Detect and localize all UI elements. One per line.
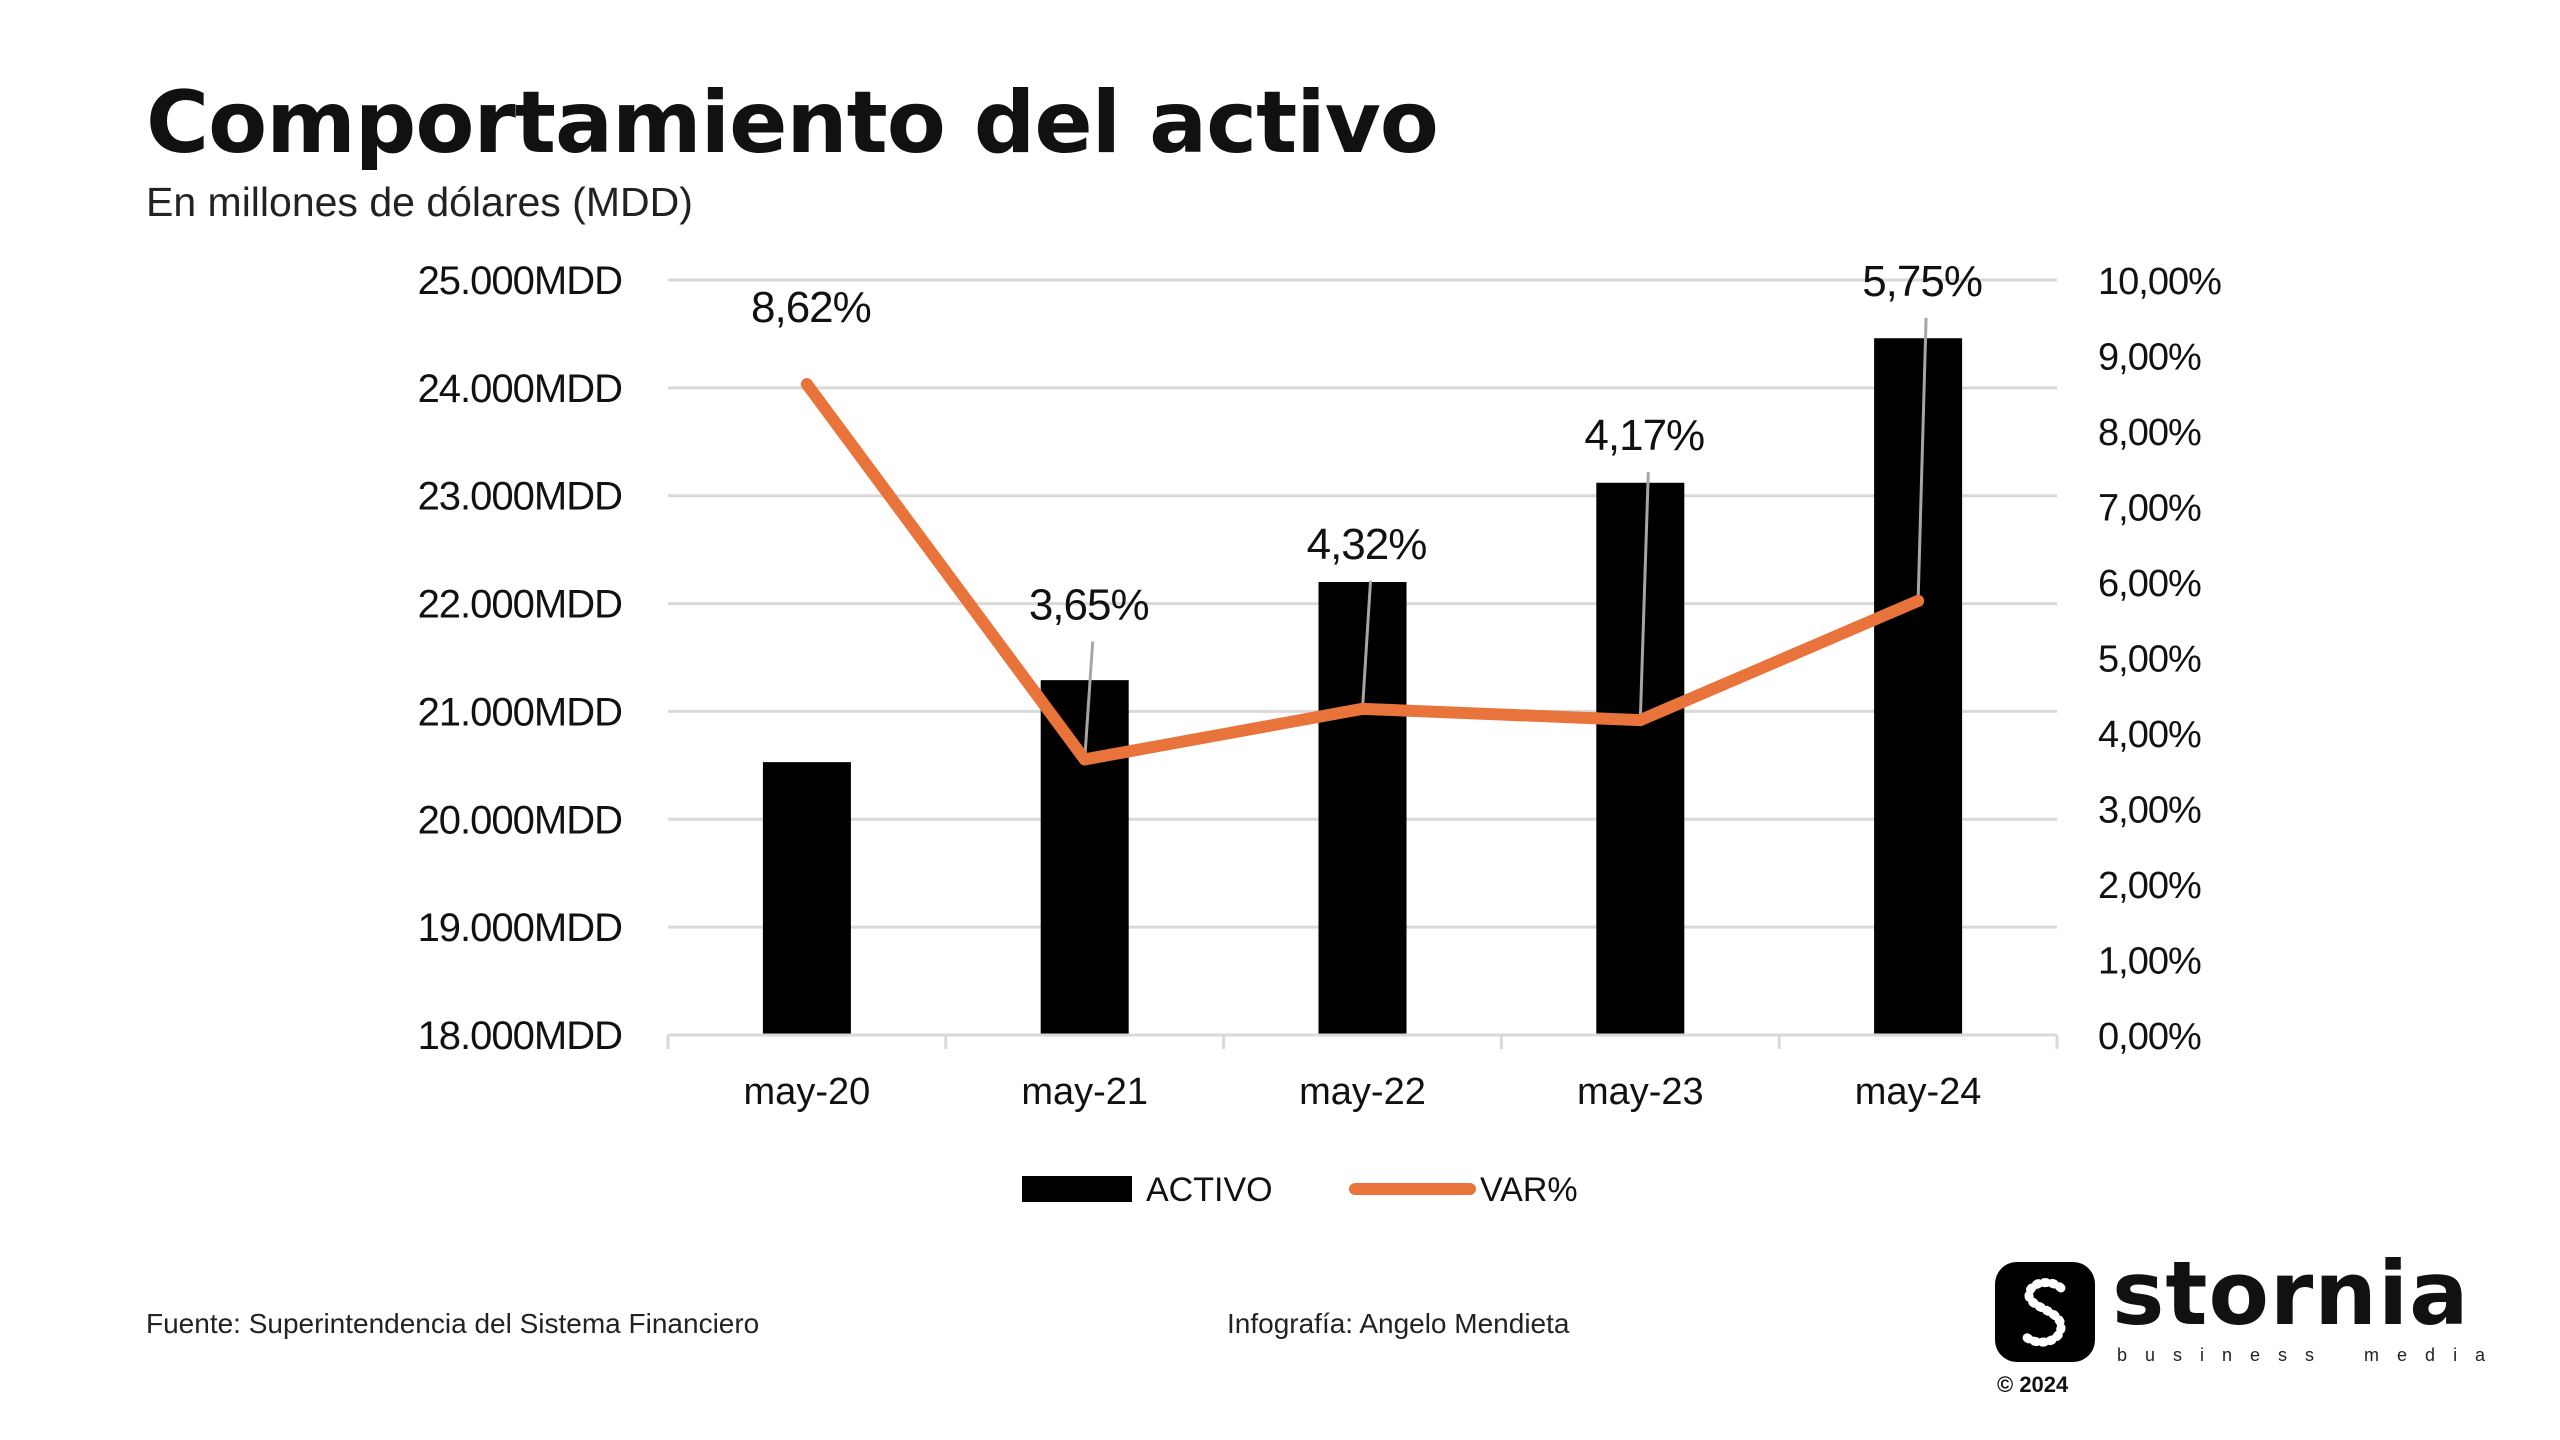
line-series-var — [800, 378, 1925, 766]
data-label-var: 4,17% — [1584, 411, 1704, 460]
data-label-var: 3,65% — [1029, 580, 1149, 629]
left-axis-tick-label: 23.000MDD — [418, 475, 622, 519]
page-subtitle: En millones de dólares (MDD) — [146, 179, 693, 225]
credit-note: Infografía: Angelo Mendieta — [1227, 1308, 1570, 1339]
data-labels: 8,62% 3,65% 4,32% 4,17% 5,75% — [751, 257, 1983, 630]
bar-activo — [1318, 582, 1407, 1035]
left-axis-tick-label: 24.000MDD — [418, 367, 622, 411]
data-label-var: 5,75% — [1862, 257, 1982, 306]
legend-label-activo: ACTIVO — [1146, 1171, 1273, 1209]
right-axis-tick-label: 4,00% — [2098, 714, 2201, 756]
stornia-logo: stornia business media © 2024 — [1995, 1250, 2485, 1402]
stornia-logo-mark-icon — [1995, 1262, 2095, 1362]
right-axis-tick-label: 7,00% — [2098, 488, 2201, 530]
right-axis-tick-label: 6,00% — [2098, 563, 2201, 605]
legend-swatch-activo — [1022, 1176, 1132, 1202]
brand-tagline-1: business — [2117, 1345, 2333, 1365]
label-leader-line — [1638, 472, 1650, 721]
data-label-var: 4,32% — [1307, 520, 1427, 569]
bar-activo — [1040, 680, 1129, 1035]
line-point-var — [1912, 594, 1925, 607]
data-label-var: 8,62% — [751, 283, 871, 332]
bar-activo — [762, 762, 851, 1035]
x-axis-tick-label: may-20 — [744, 1071, 871, 1113]
line-point-var — [1078, 753, 1091, 766]
right-axis-tick-label: 2,00% — [2098, 865, 2201, 907]
label-leader-line — [1916, 317, 1928, 601]
source-note: Fuente: Superintendencia del Sistema Fin… — [146, 1308, 760, 1339]
right-axis-tick-label: 9,00% — [2098, 337, 2201, 379]
left-axis-tick-label: 19.000MDD — [418, 906, 622, 950]
bar-series-activo — [762, 338, 1963, 1035]
left-axis-tick-label: 18.000MDD — [418, 1014, 622, 1058]
line-point-var — [1634, 714, 1647, 727]
right-axis-tick-label: 8,00% — [2098, 412, 2201, 454]
right-axis-tick-label: 1,00% — [2098, 941, 2201, 983]
x-axis-tick-label: may-24 — [1855, 1071, 1982, 1113]
right-axis-tick-label: 10,00% — [2098, 261, 2221, 303]
line-point-var — [800, 378, 813, 391]
x-axis-tick-label: may-23 — [1577, 1071, 1704, 1113]
bar-activo — [1596, 482, 1685, 1035]
label-leader-line — [1361, 580, 1372, 709]
left-axis-ticks: 18.000MDD 19.000MDD 20.000MDD 21.000MDD 22.0… — [418, 259, 623, 1058]
left-axis-tick-label: 20.000MDD — [418, 798, 622, 842]
right-axis-tick-label: 5,00% — [2098, 639, 2201, 681]
brand-tagline-2: media — [2364, 1345, 2504, 1365]
line-point-var — [1356, 702, 1369, 715]
legend-label-var: VAR% — [1480, 1171, 1578, 1209]
brand-name: stornia — [2112, 1242, 2470, 1345]
left-axis-tick-label: 25.000MDD — [418, 259, 622, 303]
page-title: Comportamiento del activo — [146, 73, 1439, 173]
brand-tagline: business media — [2117, 1346, 2503, 1364]
legend: ACTIVO VAR% — [1022, 1171, 1578, 1209]
label-leader-line — [1083, 641, 1095, 760]
right-axis-ticks: 0,00% 1,00% 2,00% 3,00% 4,00% 5,00% 6,00% 7,00%… — [2098, 261, 2222, 1058]
bar-activo — [1874, 338, 1963, 1035]
label-leader-lines — [1083, 317, 1928, 760]
x-axis-tick-label: may-22 — [1299, 1071, 1426, 1113]
right-axis-tick-label: 0,00% — [2098, 1016, 2201, 1058]
x-axis: may-20 may-21 may-22 may-23 may-24 — [666, 1033, 2059, 1113]
copyright-year: © 2024 — [1997, 1372, 2069, 1397]
x-axis-tick-label: may-21 — [1021, 1071, 1148, 1113]
left-axis-tick-label: 22.000MDD — [418, 583, 622, 627]
right-axis-tick-label: 3,00% — [2098, 790, 2201, 832]
left-axis-tick-label: 21.000MDD — [418, 690, 622, 734]
